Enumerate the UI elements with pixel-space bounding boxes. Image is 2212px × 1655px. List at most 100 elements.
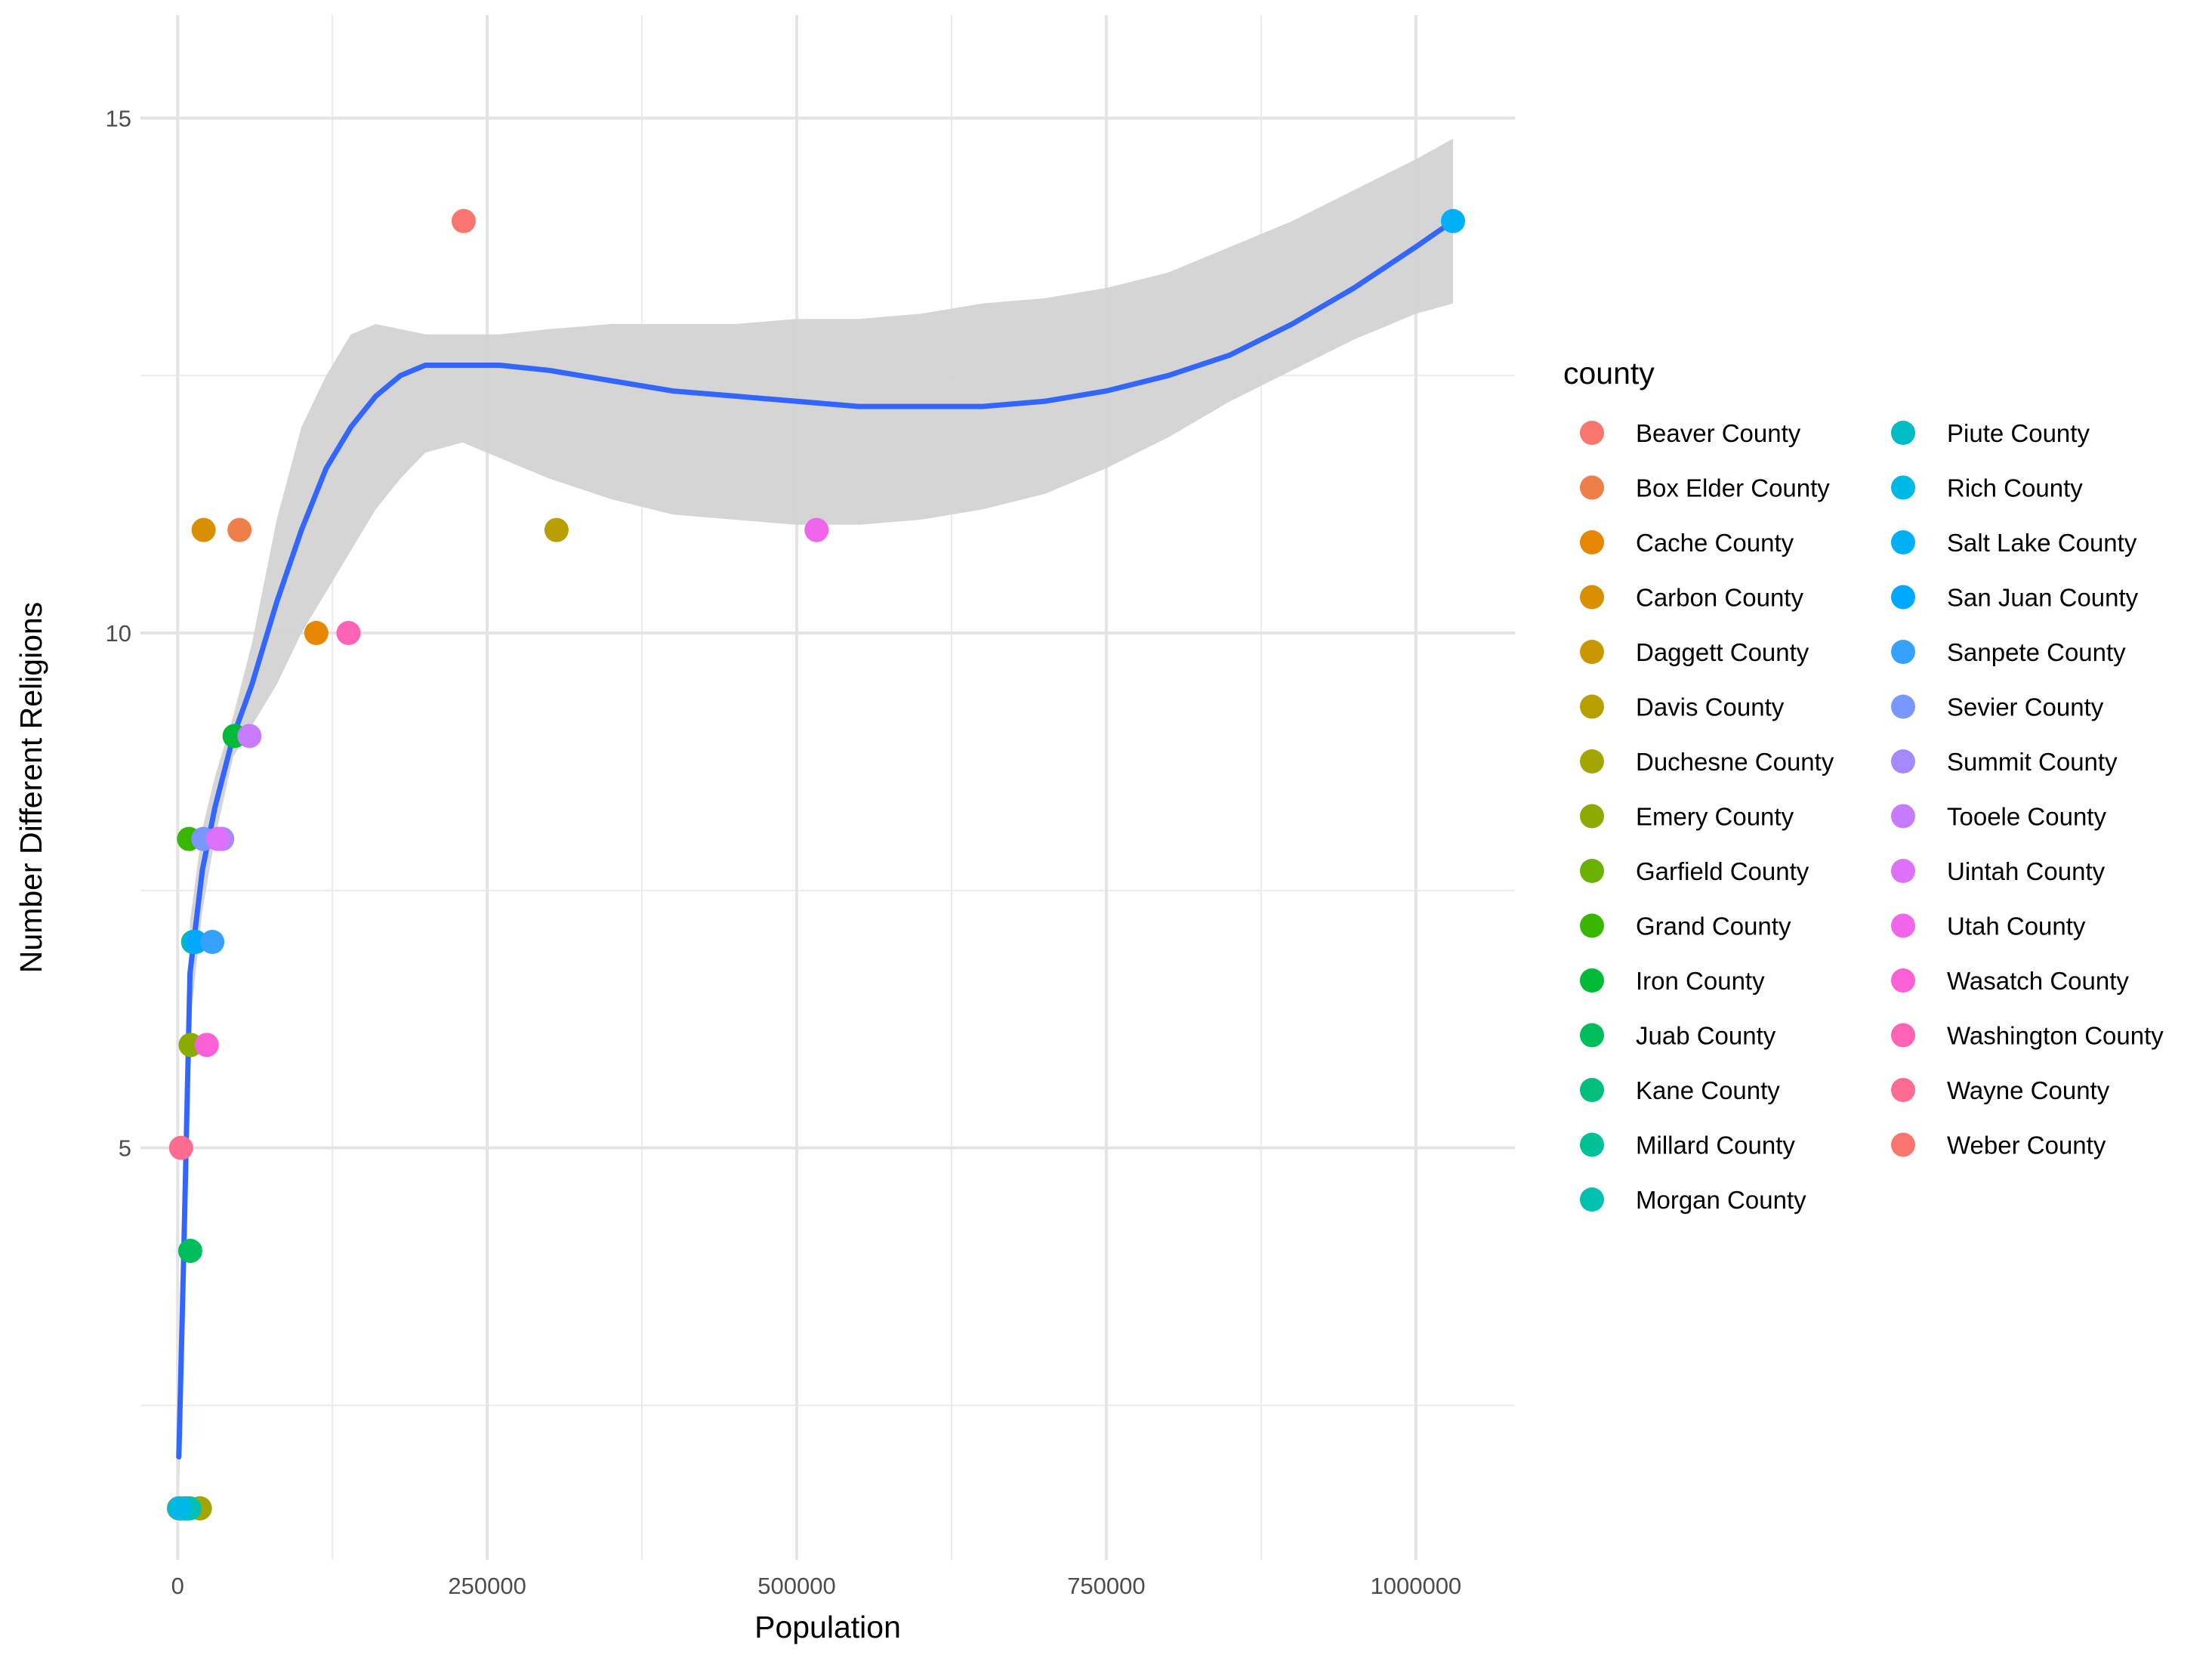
legend-title: county [1563, 356, 1655, 391]
legend-label: Cache County [1636, 529, 1794, 557]
legend-label: Weber County [1947, 1132, 2106, 1159]
legend-item: Beaver County [1580, 419, 1801, 447]
data-point [451, 208, 476, 233]
legend-item: Summit County [1891, 748, 2118, 776]
y-tick-label: 15 [106, 105, 131, 131]
data-point [1441, 208, 1466, 233]
legend-key [1891, 859, 1915, 883]
legend-item: Duchesne County [1580, 748, 1834, 776]
legend-key [1580, 804, 1604, 829]
legend-item: Uintah County [1891, 857, 2106, 885]
data-point [194, 1033, 219, 1058]
legend-label: Emery County [1636, 803, 1794, 831]
data-point [200, 930, 225, 954]
legend-item: Garfield County [1580, 857, 1809, 885]
legend-label: Tooele County [1947, 803, 2106, 831]
legend-label: Summit County [1947, 748, 2118, 776]
legend-key [1580, 585, 1604, 610]
legend-item: Piute County [1891, 419, 2090, 447]
y-tick-label: 5 [119, 1135, 131, 1162]
axis-tick-labels: 0 250000 500000 750000 1000000 5 10 15 [106, 105, 1462, 1599]
legend-label: Wasatch County [1947, 967, 2129, 995]
legend-label: Piute County [1947, 419, 2090, 447]
legend-label: Davis County [1636, 693, 1785, 721]
legend-key [1891, 694, 1915, 719]
data-point [304, 621, 329, 645]
legend-label: San Juan County [1947, 584, 2139, 612]
x-axis-title: Population [754, 1610, 901, 1644]
legend-item: Davis County [1580, 693, 1785, 721]
legend-key [1580, 859, 1604, 883]
x-tick-label: 750000 [1067, 1573, 1145, 1599]
legend-key [1580, 1078, 1604, 1102]
legend-label: Box Elder County [1636, 474, 1830, 502]
legend-key [1891, 1132, 1915, 1157]
legend-item: Juab County [1580, 1022, 1776, 1050]
legend-item: Sanpete County [1891, 638, 2126, 666]
legend-label: Beaver County [1636, 419, 1801, 447]
legend-item: Rich County [1891, 474, 2083, 502]
legend-key [1580, 530, 1604, 554]
legend-key [1891, 1023, 1915, 1048]
legend-key [1580, 475, 1604, 500]
legend-key [1580, 1132, 1604, 1157]
legend-key [1580, 640, 1604, 664]
y-axis-title: Number Different Religions [14, 602, 48, 973]
legend-key [1891, 585, 1915, 610]
data-point [205, 826, 230, 851]
legend-label: Carbon County [1636, 584, 1803, 612]
legend-label: Washington County [1947, 1022, 2164, 1050]
data-point [191, 517, 216, 542]
legend-label: Sanpete County [1947, 638, 2126, 666]
legend-item: Box Elder County [1580, 474, 1830, 502]
legend-label: Sevier County [1947, 693, 2104, 721]
legend-item: Carbon County [1580, 584, 1803, 612]
legend-label: Uintah County [1947, 857, 2106, 885]
legend-item: Salt Lake County [1891, 529, 2137, 557]
x-tick-label: 1000000 [1370, 1573, 1461, 1599]
legend-key [1891, 640, 1915, 664]
legend-item: Weber County [1891, 1132, 2106, 1159]
legend-item: Washington County [1891, 1022, 2164, 1050]
legend-item: Morgan County [1580, 1186, 1806, 1214]
legend-label: Utah County [1947, 912, 2086, 940]
legend-item: Utah County [1891, 912, 2086, 940]
data-points [166, 208, 1466, 1521]
legend-item: Iron County [1580, 967, 1765, 995]
legend-item: Millard County [1580, 1132, 1795, 1159]
legend-label: Salt Lake County [1947, 529, 2137, 557]
legend-label: Garfield County [1636, 857, 1809, 885]
data-point [183, 930, 208, 954]
legend-key [1891, 530, 1915, 554]
legend-key [1580, 694, 1604, 719]
legend-key [1580, 749, 1604, 773]
legend-item: Wayne County [1891, 1076, 2110, 1104]
data-point [336, 621, 361, 645]
x-tick-label: 250000 [448, 1573, 526, 1599]
legend-key [1891, 804, 1915, 829]
legend-label: Millard County [1636, 1132, 1795, 1159]
legend: county Beaver County Box Elder County Cach… [1563, 356, 2164, 1214]
data-point [168, 1135, 193, 1160]
legend-item: Cache County [1580, 529, 1794, 557]
legend-label: Grand County [1636, 912, 1791, 940]
legend-key [1580, 913, 1604, 938]
data-point [227, 517, 252, 542]
legend-label: Wayne County [1947, 1076, 2110, 1104]
legend-item: Wasatch County [1891, 967, 2129, 995]
legend-label: Morgan County [1636, 1186, 1806, 1214]
legend-label: Duchesne County [1636, 748, 1834, 776]
legend-key [1580, 1023, 1604, 1048]
legend-item: Emery County [1580, 803, 1794, 831]
confidence-band-area [178, 138, 1453, 1499]
legend-key [1580, 1187, 1604, 1212]
legend-item: Daggett County [1580, 638, 1809, 666]
legend-key [1891, 749, 1915, 773]
legend-item: Grand County [1580, 912, 1791, 940]
legend-label: Iron County [1636, 967, 1765, 995]
data-point [804, 517, 829, 542]
legend-label: Rich County [1947, 474, 2083, 502]
data-point [177, 1239, 202, 1263]
legend-item: Kane County [1580, 1076, 1780, 1104]
